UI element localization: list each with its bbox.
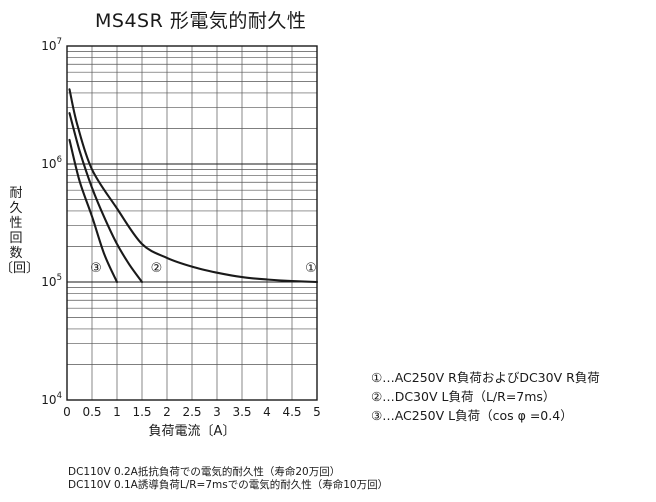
x-tick-label: 1	[113, 405, 121, 419]
x-tick-label: 2.5	[182, 405, 201, 419]
curves	[68, 88, 319, 284]
x-tick-label: 1.5	[132, 405, 151, 419]
y-tick-label: 104	[41, 391, 62, 407]
chart-grid	[67, 46, 317, 400]
y-axis-label-char: 〔回〕	[0, 261, 40, 276]
x-tick-labels: 0 0.5 1 1.5 2 2.5 3 3.5 4 4.5 5	[63, 405, 321, 419]
x-tick-label: 0.5	[82, 405, 101, 419]
curve-label-2: ②	[151, 261, 163, 276]
x-tick-label: 4	[263, 405, 271, 419]
legend: ①…AC250V R負荷およびDC30V R負荷 ②…DC30V L負荷（L/R…	[371, 368, 600, 425]
plot-frame	[66, 45, 318, 401]
curve-3	[68, 138, 119, 284]
x-tick-label: 2	[163, 405, 171, 419]
y-tick-labels: 104 105 106 107	[41, 37, 62, 407]
curve-1	[68, 88, 319, 284]
x-tick-label: 5	[313, 405, 321, 419]
y-axis-label-char: 性	[9, 216, 23, 231]
x-tick-label: 0	[63, 405, 71, 419]
y-axis-label: 耐 久 性 回 数 〔回〕	[0, 186, 40, 276]
legend-item-1: ①…AC250V R負荷およびDC30V R負荷	[371, 370, 600, 385]
x-tick-label: 3	[213, 405, 221, 419]
curve-2	[68, 112, 144, 284]
y-tick-label: 105	[41, 273, 62, 289]
chart-title: MS4SR 形電気的耐久性	[95, 10, 307, 32]
y-axis-label-char: 数	[9, 246, 23, 261]
x-axis-label: 負荷電流〔A〕	[149, 424, 236, 439]
legend-item-3: ③…AC250V L負荷（cos φ =0.4）	[371, 408, 573, 423]
y-tick-label: 107	[41, 37, 62, 53]
y-tick-label: 106	[41, 155, 62, 171]
footnote-1: DC110V 0.2A抵抗負荷での電気的耐久性（寿命20万回）	[68, 466, 341, 478]
y-axis-label-char: 久	[9, 201, 23, 216]
y-axis-label-char: 耐	[9, 186, 23, 201]
curve-labels: ① ② ③	[90, 261, 317, 276]
footnotes: DC110V 0.2A抵抗負荷での電気的耐久性（寿命20万回） DC110V 0…	[68, 466, 388, 492]
legend-item-2: ②…DC30V L負荷（L/R=7ms）	[371, 389, 556, 404]
footnote-2: DC110V 0.1A誘導負荷L/R=7msでの電気的耐久性（寿命10万回）	[68, 479, 389, 491]
y-axis-label-char: 回	[9, 231, 23, 246]
curve-label-3: ③	[90, 261, 102, 276]
curve-label-1: ①	[305, 261, 317, 276]
x-tick-label: 4.5	[282, 405, 301, 419]
x-tick-label: 3.5	[232, 405, 251, 419]
